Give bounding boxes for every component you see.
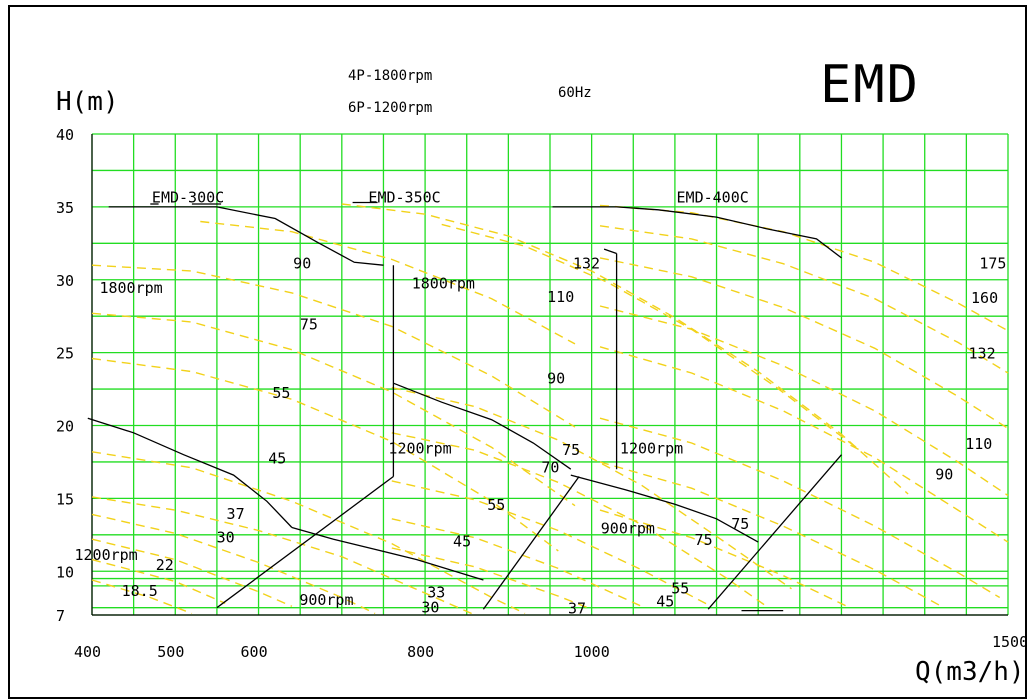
y-tick-label: 15 <box>56 490 74 508</box>
speed-label: 1800rpm <box>412 275 475 293</box>
brand-title: EMD <box>820 55 920 115</box>
power-label: 70 <box>541 458 559 476</box>
power-curve <box>599 257 1009 429</box>
power-curve <box>599 225 1009 374</box>
pump-curve <box>87 417 293 528</box>
model-label: EMD-350C <box>368 189 440 207</box>
speed-label: 1200rpm <box>388 439 451 457</box>
pump-curves <box>87 201 842 612</box>
power-curve <box>599 346 1009 543</box>
power-label: 37 <box>568 600 586 618</box>
power-curve <box>91 451 526 615</box>
speed-label: 900rpm <box>299 591 353 609</box>
y-tick-label: 35 <box>56 199 74 217</box>
power-label: 75 <box>731 515 749 533</box>
pump-curve <box>570 474 759 543</box>
frequency-label: 60Hz <box>558 85 592 101</box>
power-curve <box>599 204 1009 332</box>
power-label: 75 <box>300 315 318 333</box>
power-label: 30 <box>421 598 439 616</box>
power-label: 30 <box>217 528 235 546</box>
speed-label: 900rpm <box>601 520 655 538</box>
y-tick-label: 7 <box>56 607 65 625</box>
x-axis-title: Q(m3/h) <box>915 657 1025 687</box>
power-curve <box>91 312 576 507</box>
power-label: 45 <box>656 592 674 610</box>
power-curve <box>599 417 1001 599</box>
grid <box>91 133 1009 616</box>
x-tick-label: 600 <box>241 643 268 661</box>
pump-curve <box>108 206 384 266</box>
x-tick-label: 1000 <box>574 643 610 661</box>
power-label: 175 <box>979 254 1006 272</box>
power-label: 90 <box>935 466 953 484</box>
power-label: 75 <box>562 441 580 459</box>
y-tick-label: 30 <box>56 272 74 290</box>
pump-curve <box>603 248 617 255</box>
model-label: EMD-300C <box>152 189 224 207</box>
pump-curve <box>482 476 580 610</box>
pump-curve <box>291 526 484 581</box>
power-label: 160 <box>971 289 998 307</box>
speed-label: 1800rpm <box>99 279 162 297</box>
chart-labels: 7 10 15 20 25 30 35 40 400 500 600 800 1000 1500 EMD-3… <box>56 126 1025 661</box>
speed-label: 1200rpm <box>620 439 683 457</box>
power-curve <box>441 223 859 450</box>
power-label: 45 <box>268 450 286 468</box>
power-label: 90 <box>293 254 311 272</box>
power-curve <box>341 203 909 495</box>
x-tick-label: 500 <box>157 643 184 661</box>
power-curve <box>91 579 193 615</box>
pole-label-6p: 6P-1200rpm <box>348 100 432 116</box>
pole-label-4p: 4P-1800rpm <box>348 68 432 84</box>
power-curve <box>200 220 576 345</box>
power-label: 33 <box>427 584 445 602</box>
power-curve <box>391 480 709 606</box>
power-label: 110 <box>965 435 992 453</box>
power-label: 55 <box>671 579 689 597</box>
pump-curve <box>552 206 842 259</box>
chart-frame: 7 10 15 20 25 30 35 40 400 500 600 800 1000 1500 EMD-3… <box>8 5 1027 699</box>
power-curve <box>599 509 851 609</box>
power-label: 37 <box>227 505 245 523</box>
speed-label: 1200rpm <box>74 546 137 564</box>
x-tick-label: 800 <box>407 643 434 661</box>
power-curve <box>91 496 476 616</box>
power-label: 75 <box>695 531 713 549</box>
power-label: 90 <box>547 369 565 387</box>
pump-curve <box>707 454 842 610</box>
power-label: 55 <box>272 384 290 402</box>
power-curve <box>91 264 576 428</box>
power-curve <box>599 305 1009 497</box>
x-tick-label: 400 <box>74 643 101 661</box>
x-tick-label: 1500 <box>992 633 1025 651</box>
y-axis-title: H(m) <box>56 87 119 117</box>
power-curve <box>599 461 942 607</box>
pump-curve <box>393 382 572 470</box>
power-label: 22 <box>156 556 174 574</box>
power-label: 18.5 <box>122 582 158 600</box>
pump-performance-chart: 7 10 15 20 25 30 35 40 400 500 600 800 1000 1500 EMD-3… <box>56 55 1025 687</box>
power-label: 55 <box>487 496 505 514</box>
model-label: EMD-400C <box>677 189 749 207</box>
power-label: 110 <box>547 288 574 306</box>
power-curve <box>91 357 559 552</box>
power-label: 132 <box>969 345 996 363</box>
power-label: 132 <box>573 254 600 272</box>
power-label: 45 <box>453 533 471 551</box>
y-tick-label: 25 <box>56 345 74 363</box>
power-curve <box>91 513 376 615</box>
y-tick-label: 10 <box>56 563 74 581</box>
y-tick-label: 20 <box>56 418 74 436</box>
pump-curve <box>216 475 394 609</box>
power-curve <box>91 558 226 604</box>
y-tick-label: 40 <box>56 126 74 144</box>
